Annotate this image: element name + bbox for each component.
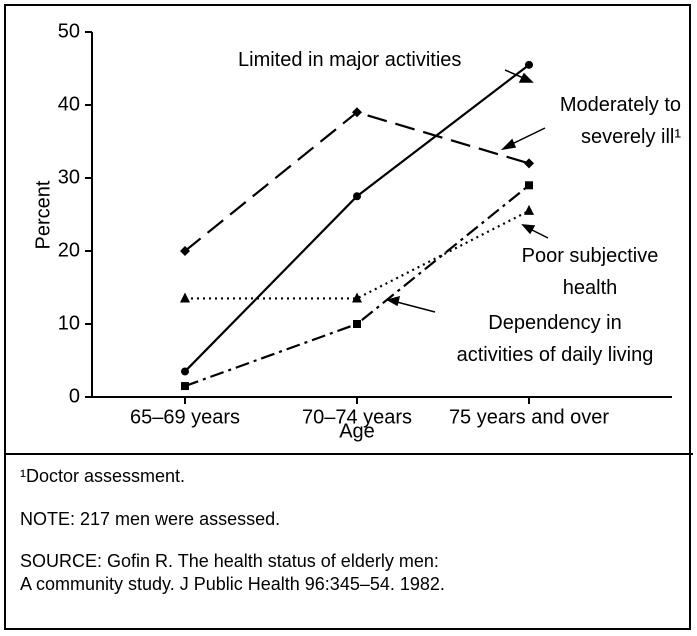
source-line: SOURCE: Gofin R. The health status of el… xyxy=(20,551,439,571)
x-tick-label: 65–69 years xyxy=(130,406,240,428)
figure-frame xyxy=(4,4,691,630)
y-tick-label: 30 xyxy=(58,166,80,188)
marker xyxy=(524,158,534,169)
label-arrows xyxy=(386,69,549,313)
series-label: Limited in major activities xyxy=(238,49,462,71)
x-axis-label: Age xyxy=(339,420,375,442)
marker xyxy=(525,60,533,69)
arrow-head xyxy=(521,224,536,235)
arrow-head xyxy=(500,138,517,151)
arrow-head xyxy=(518,72,534,83)
marker xyxy=(524,204,534,215)
y-tick-label: 0 xyxy=(69,385,80,407)
marker xyxy=(353,320,361,328)
marker xyxy=(181,382,189,391)
y-tick-label: 40 xyxy=(58,93,80,115)
y-tick-label: 20 xyxy=(58,239,80,261)
x-tick-label: 70–74 years xyxy=(302,406,412,428)
y-axis-label: Percent xyxy=(32,180,54,249)
footnote: ¹Doctor assessment. xyxy=(20,466,186,486)
marker xyxy=(352,107,362,118)
series-label: Moderately to severe­ly ill¹ xyxy=(559,94,681,148)
marker xyxy=(353,192,361,201)
source-line: A community study. J Public Health 96:34… xyxy=(20,574,445,594)
marker xyxy=(525,181,533,190)
x-tick-label: 75 years and over xyxy=(449,406,609,428)
marker xyxy=(352,292,362,303)
arrow-head xyxy=(386,295,401,307)
y-tick-label: 10 xyxy=(58,312,80,334)
note: NOTE: 217 men were assessed. xyxy=(20,509,281,529)
arrow xyxy=(392,300,436,313)
marker xyxy=(180,292,190,303)
series-label: Dependency in activities of daily living xyxy=(456,312,654,366)
series-line xyxy=(185,209,530,300)
series-line xyxy=(184,111,530,252)
marker xyxy=(181,367,189,376)
arrow xyxy=(507,127,546,147)
series-label: Poor subjective health xyxy=(521,245,659,299)
y-tick-label: 50 xyxy=(58,20,80,42)
marker xyxy=(180,246,190,256)
